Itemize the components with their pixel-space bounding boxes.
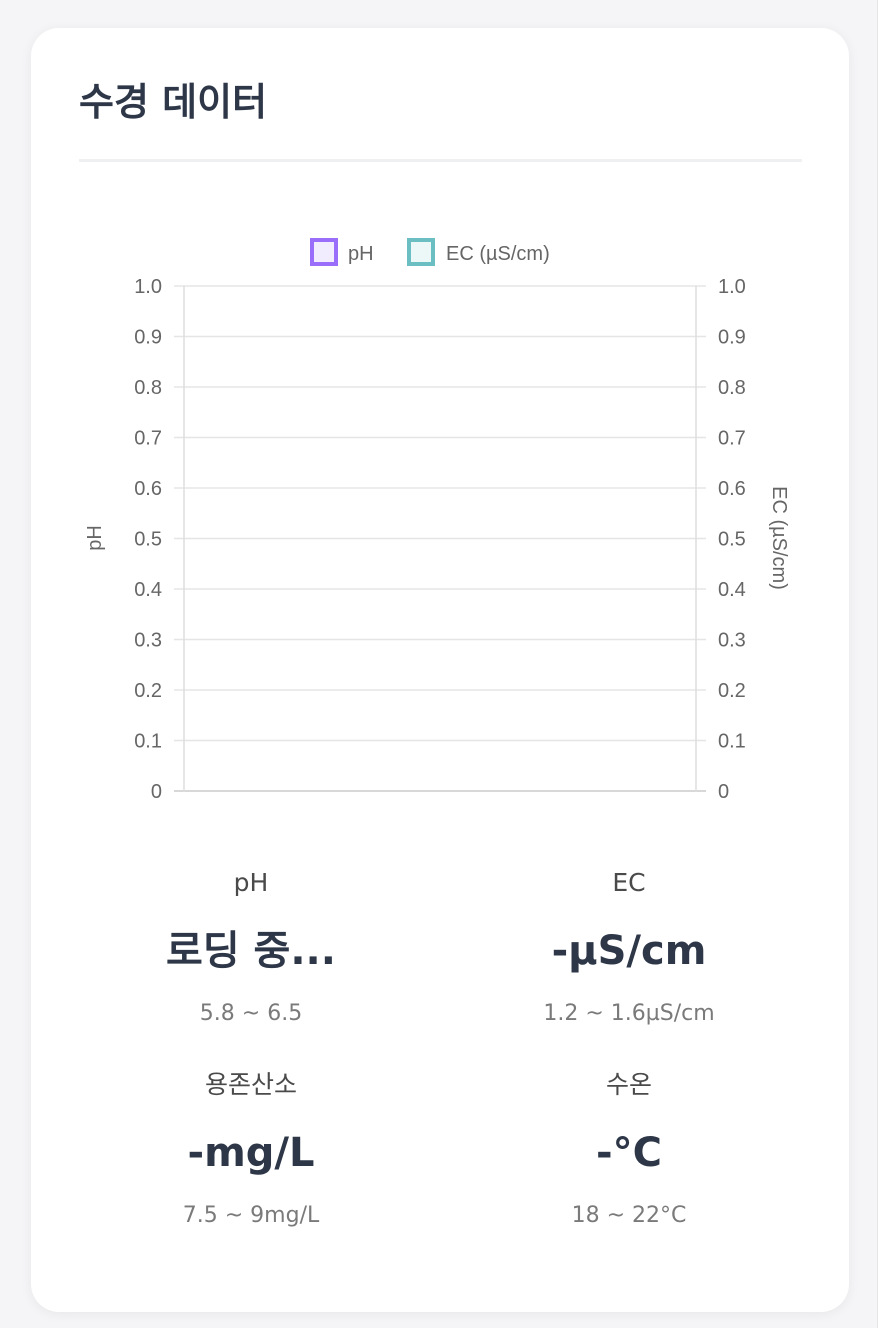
stat-ec: EC -µS/cm 1.2 ~ 1.6µS/cm: [439, 863, 819, 1029]
left-tick-label: 0.6: [134, 478, 162, 500]
left-tick-label: 0.2: [134, 680, 162, 702]
right-tick-label: 0.3: [718, 630, 746, 652]
right-tick-label: 0.5: [718, 529, 746, 551]
legend-item-ph[interactable]: pH: [310, 238, 374, 266]
hydroponic-chart: 00.10.20.30.40.50.60.70.80.91.0 00.10.20…: [84, 238, 790, 803]
stat-range: 18 ~ 22°C: [571, 1203, 687, 1228]
stat-range: 1.2 ~ 1.6µS/cm: [543, 1001, 715, 1026]
stat-water-temperature: 수온 -°C 18 ~ 22°C: [439, 1065, 819, 1231]
stat-label: 용존산소: [204, 1070, 297, 1099]
left-tick-label: 0.3: [134, 630, 162, 652]
left-tick-label: 0.5: [134, 529, 162, 551]
left-tick-label: 0.7: [134, 428, 162, 450]
right-tick-label: 1.0: [718, 276, 746, 298]
left-tick-label: 1.0: [134, 276, 162, 298]
stat-label: 수온: [605, 1070, 652, 1099]
right-tick-label: 0.8: [718, 377, 746, 399]
legend-swatch-ec: [407, 238, 435, 266]
stat-ph: pH 로딩 중... 5.8 ~ 6.5: [61, 863, 441, 1029]
stat-dissolved-oxygen: 용존산소 -mg/L 7.5 ~ 9mg/L: [61, 1065, 441, 1231]
right-tick-label: 0: [718, 781, 729, 803]
left-tick-label: 0.4: [134, 579, 162, 601]
left-tick-label: 0.1: [134, 731, 162, 753]
stat-value: -mg/L: [187, 1130, 315, 1176]
stat-value: -µS/cm: [551, 928, 707, 974]
stat-range: 5.8 ~ 6.5: [199, 1001, 303, 1026]
hydroponic-data-card: 수경 데이터 0 0.1 0.2 0.3 0.4 0.5 0.6 0.7 0.8 0.9 1.0 0…: [31, 28, 849, 1312]
legend-label-ec: EC (µS/cm): [446, 243, 550, 265]
legend-swatch-ph: [310, 238, 338, 266]
right-axis-ticks: 0 0.1 0.2 0.3 0.4 0.5 0.6 0.7 0.8 0.9 1.0: [718, 276, 746, 803]
grid-lines: [174, 285, 706, 792]
legend-item-ec[interactable]: EC (µS/cm): [407, 238, 550, 266]
stat-range: 7.5 ~ 9mg/L: [182, 1203, 320, 1228]
stat-value: 로딩 중...: [166, 928, 336, 974]
left-tick-label: 0.9: [134, 327, 162, 349]
left-tick-label: 0: [151, 781, 162, 803]
left-tick-label: 0.8: [134, 377, 162, 399]
scrollbar-track[interactable]: [877, 0, 892, 1328]
left-axis-ticks: 0 0.1 0.2 0.3 0.4 0.5 0.6 0.7 0.8 0.9 1.0: [134, 276, 162, 803]
stat-label: pH: [233, 868, 269, 897]
title-divider: [79, 159, 802, 162]
legend-label-ph: pH: [348, 243, 374, 265]
right-axis-title: EC (µS/cm): [768, 486, 790, 590]
right-tick-label: 0.6: [718, 478, 746, 500]
card-title: 수경 데이터: [79, 80, 268, 124]
right-tick-label: 0.9: [718, 327, 746, 349]
axes: [183, 286, 697, 792]
right-tick-label: 0.4: [718, 579, 746, 601]
stat-label: EC: [612, 868, 646, 897]
chart-legend: pH EC (µS/cm): [310, 238, 550, 266]
stat-value: -°C: [596, 1130, 662, 1176]
right-tick-label: 0.1: [718, 731, 746, 753]
left-axis-title: pH: [84, 525, 106, 551]
right-tick-label: 0.7: [718, 428, 746, 450]
right-tick-label: 0.2: [718, 680, 746, 702]
